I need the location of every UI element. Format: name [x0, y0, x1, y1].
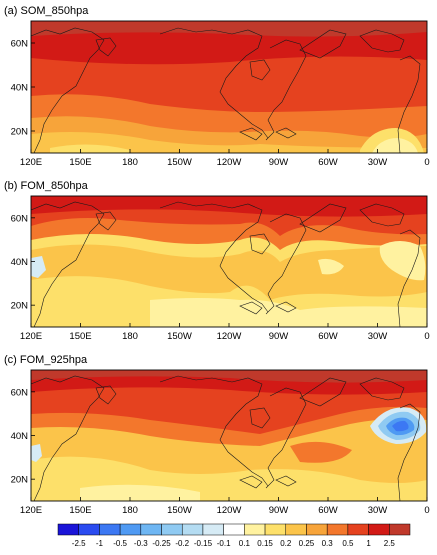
- lon-tick-label: 30W: [368, 331, 388, 342]
- colorbar-label: 0.2: [280, 539, 292, 548]
- lon-tick-label: 0: [424, 157, 429, 168]
- colorbar-label: -2.5: [72, 539, 86, 548]
- colorbar-swatch: [181, 523, 204, 536]
- colorbar-swatch: [99, 523, 121, 536]
- lon-tick-label: 120E: [20, 157, 42, 168]
- colorbar-swatch: [244, 523, 266, 536]
- panel-b-coastlines: [31, 201, 421, 327]
- lon-tick-label: 150W: [167, 157, 192, 168]
- colorbar-label: -0.2: [175, 539, 189, 548]
- colorbar-swatch: [306, 523, 328, 536]
- lon-tick-label: 120E: [20, 331, 42, 342]
- panel-c-title: (c) FOM_925hpa: [4, 354, 88, 366]
- panel-c: (c) FOM_925hpa: [4, 354, 428, 502]
- panel-c-map: [31, 370, 427, 501]
- colorbar-label: 1: [366, 539, 371, 548]
- colorbar-swatch: [389, 523, 411, 536]
- lon-tick-label: 0: [424, 505, 429, 516]
- colorbar-label: -1: [96, 539, 104, 548]
- colorbar-label: -0.1: [217, 539, 231, 548]
- lon-tick-label: 90W: [269, 157, 289, 168]
- lon-tick-label: 150E: [69, 331, 91, 342]
- lon-tick-label: 120W: [217, 157, 242, 168]
- panel-a-title: (a) SOM_850hpa: [4, 5, 89, 17]
- lon-tick-label: 180: [122, 331, 138, 342]
- lat-tick-label: 40N: [11, 83, 29, 94]
- lon-tick-label: 0: [424, 331, 429, 342]
- colorbar-label: -0.5: [113, 539, 127, 548]
- lon-tick-label: 150E: [69, 157, 91, 168]
- colorbar-swatch: [161, 523, 183, 536]
- lat-tick-label: 20N: [11, 475, 29, 486]
- colorbar-swatch: [347, 523, 369, 536]
- lon-tick-label: 180: [122, 157, 138, 168]
- colorbar-label: -0.3: [134, 539, 148, 548]
- colorbar-swatch: [285, 523, 307, 536]
- colorbar-label: 0.25: [299, 539, 315, 548]
- colorbar-label: 0.15: [257, 539, 273, 548]
- colorbar: -2.5 -1 -0.5 -0.3 -0.25 -0.2 -0.15 -0.1 0.1 0.15 0…: [57, 523, 411, 548]
- colorbar-swatch: [223, 523, 245, 536]
- lat-tick-label: 60N: [11, 213, 29, 224]
- panel-b: (b) FOM_850hpa: [4, 180, 428, 328]
- colorbar-label: -0.25: [152, 539, 171, 548]
- colorbar-swatch: [140, 523, 162, 536]
- colorbar-label: -0.15: [194, 539, 213, 548]
- lon-tick-label: 120W: [217, 505, 242, 516]
- lon-tick-label: 60W: [318, 505, 338, 516]
- colorbar-label: 2.5: [384, 539, 396, 548]
- lat-tick-label: 20N: [11, 127, 29, 138]
- panel-a-coastlines: [31, 27, 421, 153]
- panel-b-title: (b) FOM_850hpa: [4, 180, 89, 192]
- colorbar-swatch: [202, 523, 224, 536]
- panel-a: (a) SOM_850hpa: [4, 5, 428, 154]
- lon-tick-label: 30W: [368, 505, 388, 516]
- colorbar-label: 0.5: [342, 539, 354, 548]
- colorbar-swatch: [264, 523, 287, 536]
- lon-tick-label: 150W: [167, 505, 192, 516]
- colorbar-swatch: [326, 523, 349, 536]
- lon-tick-label: 90W: [269, 505, 289, 516]
- lon-tick-label: 120E: [20, 505, 42, 516]
- lon-tick-label: 180: [122, 505, 138, 516]
- panel-a-map: [31, 21, 427, 153]
- lat-tick-label: 40N: [11, 257, 29, 268]
- lon-tick-label: 60W: [318, 157, 338, 168]
- lon-tick-label: 150W: [167, 331, 192, 342]
- panel-c-coastlines: [31, 375, 421, 501]
- lat-tick-label: 60N: [11, 39, 29, 50]
- axis-labels: 120E 150E 180 150W 120W 90W 60W 30W 0 60N 40N 20N 12…: [11, 39, 430, 517]
- lat-tick-label: 20N: [11, 301, 29, 312]
- colorbar-label: 0.3: [322, 539, 334, 548]
- lon-tick-label: 150E: [69, 505, 91, 516]
- colorbar-swatch: [368, 523, 390, 536]
- lat-tick-label: 40N: [11, 431, 29, 442]
- panel-b-map: [31, 196, 427, 327]
- lon-tick-label: 60W: [318, 331, 338, 342]
- lon-tick-label: 120W: [217, 331, 242, 342]
- colorbar-swatch: [78, 523, 100, 536]
- colorbar-label: 0.1: [239, 539, 251, 548]
- lon-tick-label: 90W: [269, 331, 289, 342]
- lon-tick-label: 30W: [368, 157, 388, 168]
- lat-tick-label: 60N: [11, 387, 29, 398]
- colorbar-swatch: [57, 523, 79, 536]
- colorbar-swatch: [119, 523, 142, 536]
